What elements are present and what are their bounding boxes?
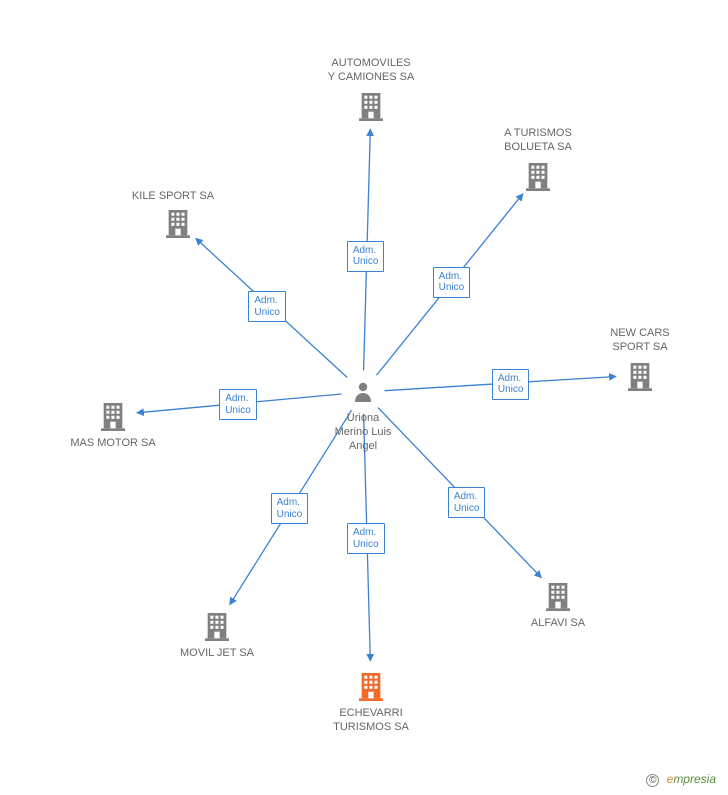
building-icon: [522, 159, 554, 196]
edge-label: Adm. Unico: [448, 487, 486, 518]
node-label: AUTOMOVILES Y CAMIONES SA: [316, 57, 426, 85]
edge-label: Adm. Unico: [492, 369, 530, 400]
center-label: Uriona Merino Luis Angel: [323, 412, 403, 453]
copyright-symbol: ©: [646, 774, 659, 787]
person-icon: [351, 380, 375, 409]
building-icon: [355, 669, 387, 706]
node-label: NEW CARS SPORT SA: [595, 327, 685, 355]
edge-label: Adm. Unico: [219, 389, 257, 420]
building-icon: [542, 579, 574, 616]
building-icon: [355, 89, 387, 126]
building-icon: [201, 609, 233, 646]
edge-label: Adm. Unico: [347, 241, 385, 272]
node-label: A TURISMOS BOLUETA SA: [488, 127, 588, 155]
edge-label: Adm. Unico: [433, 267, 471, 298]
brand-rest: mpresia: [673, 772, 716, 786]
node-label: ECHEVARRI TURISMOS SA: [316, 707, 426, 735]
node-label: MAS MOTOR SA: [58, 437, 168, 451]
edge-label: Adm. Unico: [248, 291, 286, 322]
watermark: © empresia: [646, 772, 716, 787]
node-label: KILE SPORT SA: [118, 190, 228, 204]
edge-label: Adm. Unico: [347, 523, 385, 554]
node-label: ALFAVI SA: [513, 617, 603, 631]
building-icon: [624, 359, 656, 396]
building-icon: [162, 206, 194, 243]
node-label: MOVIL JET SA: [162, 647, 272, 661]
edge-label: Adm. Unico: [271, 493, 309, 524]
building-icon: [97, 399, 129, 436]
